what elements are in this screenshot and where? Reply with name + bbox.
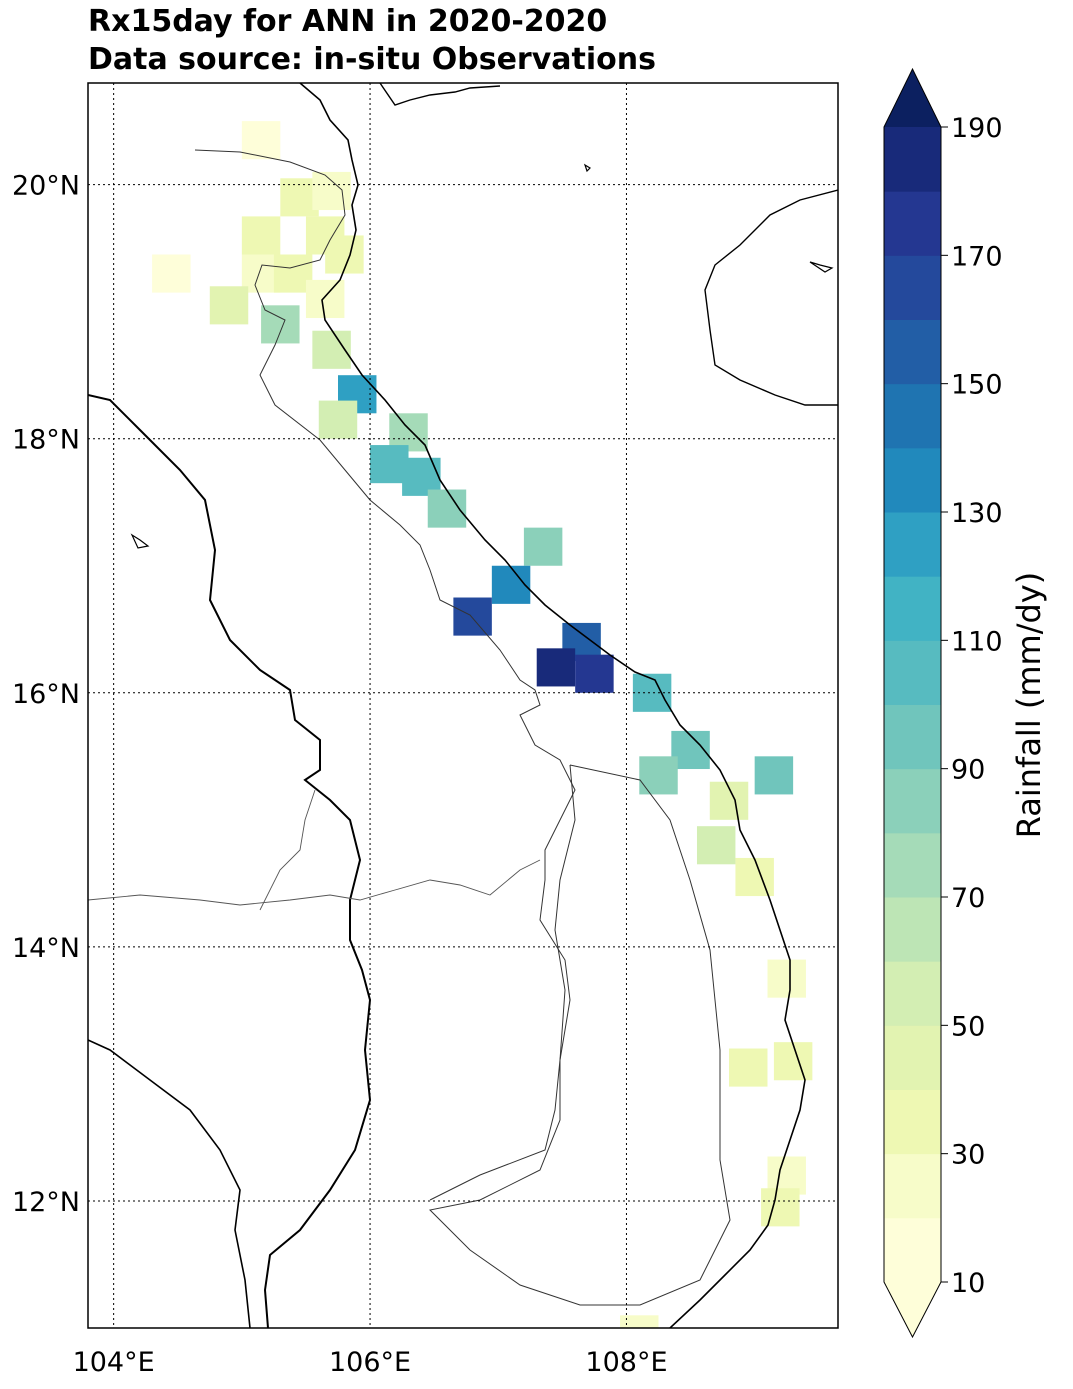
rainfall-cell bbox=[427, 489, 467, 528]
longitude-tick-label: 104°E bbox=[73, 1347, 155, 1378]
rainfall-cell bbox=[209, 286, 249, 325]
colorbar-tick-label: 110 bbox=[951, 626, 1003, 657]
colorbar-segment bbox=[884, 127, 941, 192]
colorbar-segment bbox=[884, 319, 941, 385]
geographic-lines bbox=[88, 83, 838, 1328]
rainfall-cell bbox=[696, 826, 736, 865]
island bbox=[130, 533, 150, 549]
colorbar-segment bbox=[884, 768, 941, 834]
coastline bbox=[704, 189, 838, 406]
latitude-tick-label: 18°N bbox=[12, 425, 80, 456]
rainfall-cell bbox=[729, 1048, 768, 1087]
colorbar-segment bbox=[884, 255, 941, 320]
rainfall-cell bbox=[735, 857, 774, 897]
colorbar-segment bbox=[884, 897, 941, 962]
rainfall-cell bbox=[305, 279, 345, 319]
colorbar-segment bbox=[884, 1217, 941, 1283]
colorbar-segment bbox=[884, 383, 941, 449]
longitude-tick-label: 106°E bbox=[329, 1347, 411, 1378]
map-title: Rx15day for ANN in 2020-2020 bbox=[88, 4, 608, 39]
rainfall-cell bbox=[620, 1315, 659, 1328]
colorbar-segment bbox=[884, 1089, 941, 1155]
country-border bbox=[259, 789, 316, 911]
rainfall-cell bbox=[767, 959, 806, 998]
colorbar-segment bbox=[884, 832, 941, 898]
colorbar-tick-label: 150 bbox=[951, 370, 1003, 401]
mekong-river bbox=[88, 394, 372, 1328]
rainfall-cell bbox=[639, 756, 678, 795]
gridlines bbox=[88, 83, 838, 1328]
rainfall-cell bbox=[523, 527, 563, 566]
rainfall-cell bbox=[241, 121, 281, 160]
rainfall-cell bbox=[773, 1042, 813, 1081]
map-background bbox=[88, 83, 838, 1328]
latitude-tick-label: 12°N bbox=[12, 1187, 80, 1218]
colorbar: 10 30 50 70 90 110 130 150 170 190 Rainfall (mm/dy… bbox=[883, 67, 1048, 1339]
colorbar-label: Rainfall (mm/dy) bbox=[1010, 572, 1048, 838]
cambodia-border bbox=[88, 1039, 251, 1328]
rainfall-cell bbox=[152, 254, 191, 293]
latitude-tick-label: 14°N bbox=[12, 933, 80, 964]
axis-tick-labels: 104°E 106°E 108°E 20°N 18°N 16°N 14°N 12°N bbox=[12, 171, 668, 1378]
colorbar-extend-max bbox=[884, 69, 941, 127]
coastline bbox=[379, 83, 501, 106]
rainfall-cell bbox=[241, 216, 281, 255]
colorbar-segment bbox=[884, 1025, 941, 1090]
colorbar-segment bbox=[884, 447, 941, 513]
region-outline bbox=[428, 764, 731, 1306]
colorbar-segment bbox=[884, 704, 941, 770]
rainfall-cell bbox=[575, 654, 614, 693]
country-border bbox=[88, 859, 541, 906]
colorbar-tick-label: 190 bbox=[951, 113, 1003, 144]
colorbar-tick-label: 90 bbox=[951, 755, 985, 786]
colorbar-tick-label: 170 bbox=[951, 241, 1003, 272]
colorbar-tick-label: 70 bbox=[951, 883, 985, 914]
map-frame bbox=[87, 82, 839, 1329]
island bbox=[583, 163, 591, 173]
latitude-tick-label: 20°N bbox=[12, 171, 80, 202]
map-area bbox=[87, 82, 839, 1329]
colorbar-segment bbox=[884, 640, 941, 705]
colorbar-tick-label: 130 bbox=[951, 498, 1003, 529]
colorbar-tick-label: 30 bbox=[951, 1140, 985, 1171]
longitude-tick-label: 108°E bbox=[585, 1347, 667, 1378]
rainfall-cell bbox=[754, 756, 794, 795]
island bbox=[809, 261, 834, 273]
latitude-tick-label: 16°N bbox=[12, 679, 80, 710]
colorbar-segment bbox=[884, 1153, 941, 1219]
colorbar-extend-min bbox=[884, 1282, 941, 1337]
colorbar-tick-label: 10 bbox=[951, 1268, 985, 1299]
map-subtitle: Data source: in-situ Observations bbox=[88, 42, 656, 77]
colorbar-tick-label: 50 bbox=[951, 1011, 985, 1042]
colorbar-segment bbox=[884, 576, 941, 641]
rainfall-cell bbox=[318, 400, 358, 439]
rainfall-cell bbox=[536, 648, 576, 687]
rainfall-cell bbox=[453, 597, 492, 636]
rainfall-cell bbox=[761, 1188, 800, 1227]
colorbar-segment bbox=[884, 191, 941, 256]
colorbar-segment bbox=[884, 512, 941, 577]
colorbar-segment bbox=[884, 961, 941, 1026]
rainfall-cell bbox=[312, 171, 351, 211]
country-border bbox=[194, 149, 576, 1201]
coastline bbox=[299, 83, 806, 1328]
